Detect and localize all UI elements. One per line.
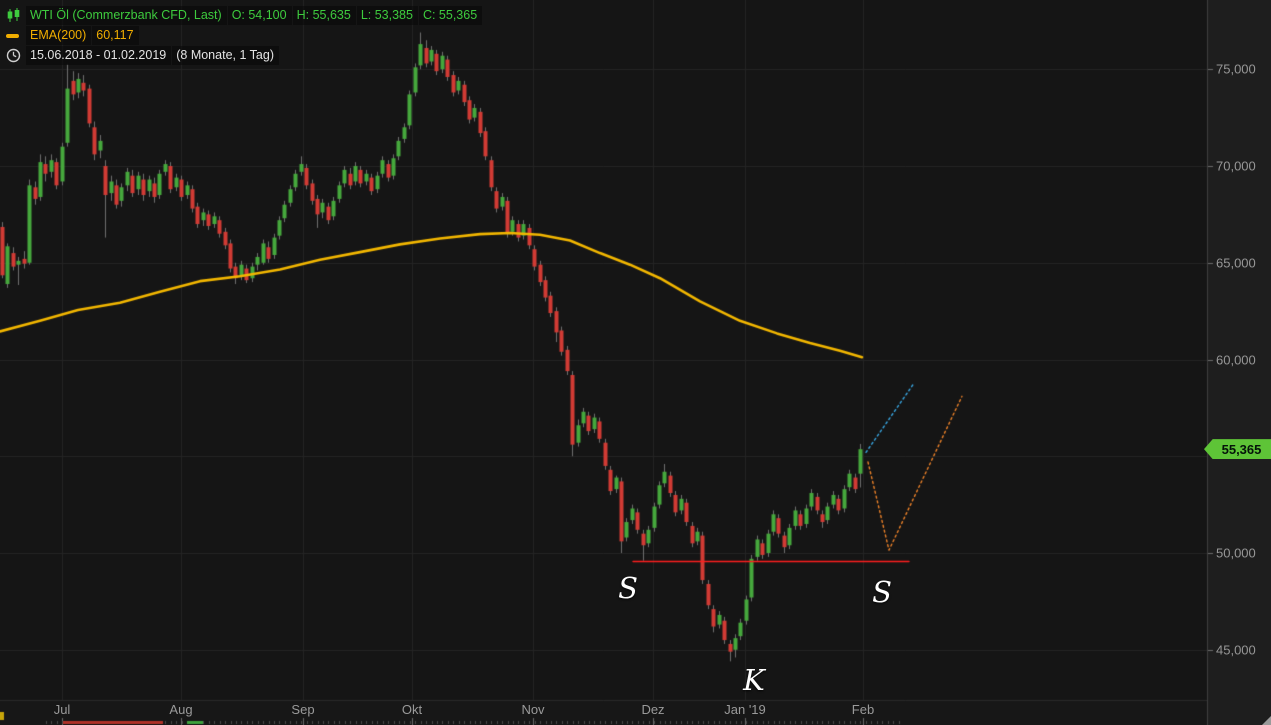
ema-value: 60,117 <box>92 26 139 45</box>
annotation-right-shoulder[interactable]: S <box>872 575 892 609</box>
time-axis-label-Aug: Aug <box>169 702 193 717</box>
legend-ema-row[interactable]: EMA(200) 60,117 <box>6 26 483 45</box>
resize-grip-icon[interactable] <box>1262 716 1271 725</box>
symbol-name: WTI Öl (Commerzbank CFD, Last) <box>26 6 227 25</box>
chart-legend: WTI Öl (Commerzbank CFD, Last) O: 54,100… <box>6 6 483 66</box>
ema-line-icon <box>6 33 21 39</box>
time-axis-label-Nov: Nov <box>521 702 545 717</box>
clock-icon <box>6 48 21 63</box>
price-axis-label: 70,000 <box>1216 158 1256 174</box>
ohlc-values: O: 54,100 H: 55,635 L: 53,385 C: 55,365 <box>227 6 483 25</box>
date-range: 15.06.2018 - 01.02.2019 <box>26 46 172 65</box>
annotation-head[interactable]: K <box>743 663 765 697</box>
time-axis-label-Feb: Feb <box>851 702 875 717</box>
legend-range-row[interactable]: 15.06.2018 - 01.02.2019 (8 Monate, 1 Tag… <box>6 46 483 65</box>
candlestick-icon <box>6 8 21 23</box>
ema-label: EMA(200) <box>26 26 92 45</box>
current-price-value: 55,365 <box>1221 441 1262 457</box>
ohlc-o: O: 54,100 <box>227 6 292 25</box>
range-duration: (8 Monate, 1 Tag) <box>172 46 279 65</box>
price-axis-label: 50,000 <box>1216 545 1256 561</box>
ohlc-l: L: 53,385 <box>356 6 418 25</box>
annotation-left-shoulder[interactable]: S <box>618 571 638 605</box>
time-axis-label-Dez: Dez <box>641 702 665 717</box>
legend-symbol-row[interactable]: WTI Öl (Commerzbank CFD, Last) O: 54,100… <box>6 6 483 25</box>
time-axis-label-Sep: Sep <box>291 702 315 717</box>
time-axis-label-Okt: Okt <box>401 702 423 717</box>
time-axis-label-Jan19: Jan '19 <box>724 702 766 717</box>
time-axis-label-Jul: Jul <box>53 702 71 717</box>
price-axis-label: 65,000 <box>1216 255 1256 271</box>
price-axis-label: 60,000 <box>1216 352 1256 367</box>
current-price-tag: 55,365 <box>1204 439 1271 460</box>
ohlc-h: H: 55,635 <box>292 6 356 25</box>
price-axis-label: 75,000 <box>1216 61 1256 77</box>
price-axis-label: 45,000 <box>1216 642 1256 658</box>
ohlc-c: C: 55,365 <box>418 6 483 25</box>
